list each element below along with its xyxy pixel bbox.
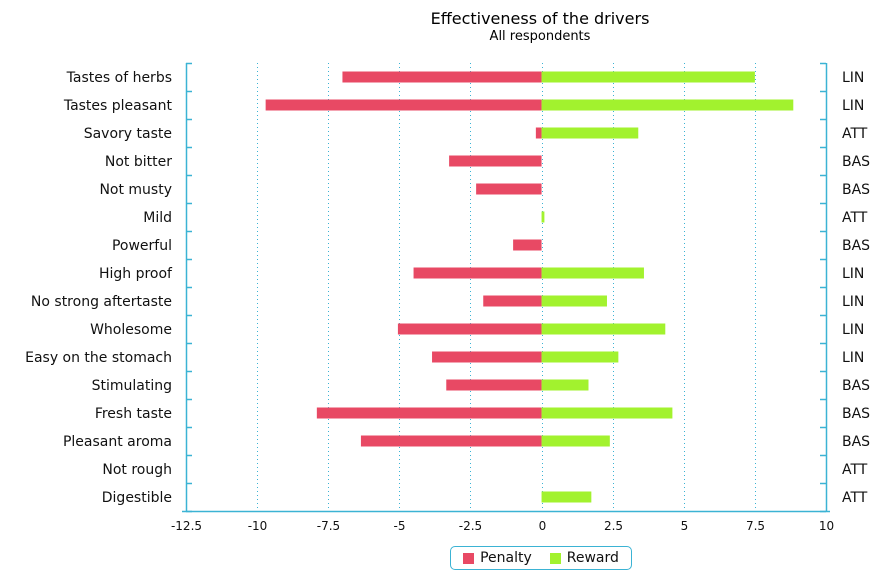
bar-reward <box>541 351 619 363</box>
category-label: Fresh taste <box>95 406 172 422</box>
legend: Penalty Reward <box>450 546 632 570</box>
legend-label-penalty: Penalty <box>480 550 532 566</box>
bar-penalty <box>360 435 542 447</box>
x-tick-label: -7.5 <box>317 519 340 533</box>
group-label: BAS <box>842 434 870 450</box>
x-tick-label: 7.5 <box>746 519 765 533</box>
category-label: Tastes of herbs <box>66 70 172 86</box>
gridlines <box>257 63 756 511</box>
group-label: BAS <box>842 378 870 394</box>
bar-penalty <box>483 295 542 307</box>
bar-reward <box>541 71 755 83</box>
bar-penalty <box>397 323 542 335</box>
category-label: No strong aftertaste <box>31 294 172 310</box>
group-label: ATT <box>842 490 868 506</box>
bar-penalty <box>513 239 542 251</box>
x-tick-label: 10 <box>819 519 834 533</box>
x-tick-label: 0 <box>539 519 547 533</box>
chart-title: Effectiveness of the drivers <box>430 9 650 28</box>
group-label: BAS <box>842 406 870 422</box>
bar-reward <box>541 323 666 335</box>
group-label: BAS <box>842 238 870 254</box>
group-label: ATT <box>842 126 868 142</box>
category-label: Not rough <box>102 462 172 478</box>
bar-reward <box>541 407 673 419</box>
x-tick-label: 5 <box>681 519 689 533</box>
category-label: Not musty <box>99 182 172 198</box>
bar-reward <box>541 211 545 223</box>
bar-penalty <box>446 379 542 391</box>
legend-label-reward: Reward <box>566 550 619 566</box>
category-label: Powerful <box>112 238 172 254</box>
category-label: Savory taste <box>84 126 172 142</box>
bars <box>265 71 794 503</box>
group-label: BAS <box>842 182 870 198</box>
axes <box>182 62 830 513</box>
chart-subtitle: All respondents <box>489 29 591 44</box>
bar-penalty <box>265 99 542 111</box>
x-tick-label: -5 <box>394 519 406 533</box>
bar-penalty <box>432 351 542 363</box>
bar-penalty <box>476 183 542 195</box>
bar-reward <box>541 99 794 111</box>
group-label: LIN <box>842 266 864 282</box>
legend-swatch-reward <box>549 552 561 564</box>
group-label: BAS <box>842 154 870 170</box>
category-label: Wholesome <box>90 322 172 338</box>
group-label: LIN <box>842 294 864 310</box>
category-label: High proof <box>99 266 173 282</box>
group-label: ATT <box>842 462 868 478</box>
category-label: Tastes pleasant <box>63 98 173 114</box>
bar-penalty <box>535 127 542 139</box>
category-label: Not bitter <box>105 154 172 170</box>
legend-swatch-penalty <box>463 552 475 564</box>
bar-penalty <box>413 267 542 279</box>
bar-reward <box>541 379 589 391</box>
x-tick-label: -2.5 <box>459 519 482 533</box>
bar-reward <box>541 267 644 279</box>
bar-penalty <box>316 407 542 419</box>
category-label: Pleasant aroma <box>63 434 172 450</box>
group-label: ATT <box>842 210 868 226</box>
x-tick-label: -10 <box>248 519 268 533</box>
x-tick-label: -12.5 <box>171 519 202 533</box>
labels: -12.5 -10 -7.5 -5 -2.5 0 2.5 5 7.5 10 Tastes of he… <box>25 70 870 533</box>
legend-item-reward[interactable]: Reward <box>549 550 619 566</box>
x-tick-label: 2.5 <box>604 519 623 533</box>
legend-item-penalty[interactable]: Penalty <box>463 550 532 566</box>
category-label: Stimulating <box>92 378 172 394</box>
group-label: LIN <box>842 322 864 338</box>
bar-penalty <box>342 71 542 83</box>
bar-penalty <box>449 155 542 167</box>
bar-reward <box>541 491 592 503</box>
bar-reward <box>541 295 607 307</box>
group-label: LIN <box>842 98 864 114</box>
group-label: LIN <box>842 350 864 366</box>
group-label: LIN <box>842 70 864 86</box>
category-label: Mild <box>143 210 172 226</box>
category-label: Easy on the stomach <box>25 350 172 366</box>
bar-reward <box>541 435 610 447</box>
bar-reward <box>541 127 639 139</box>
category-label: Digestible <box>102 490 172 506</box>
